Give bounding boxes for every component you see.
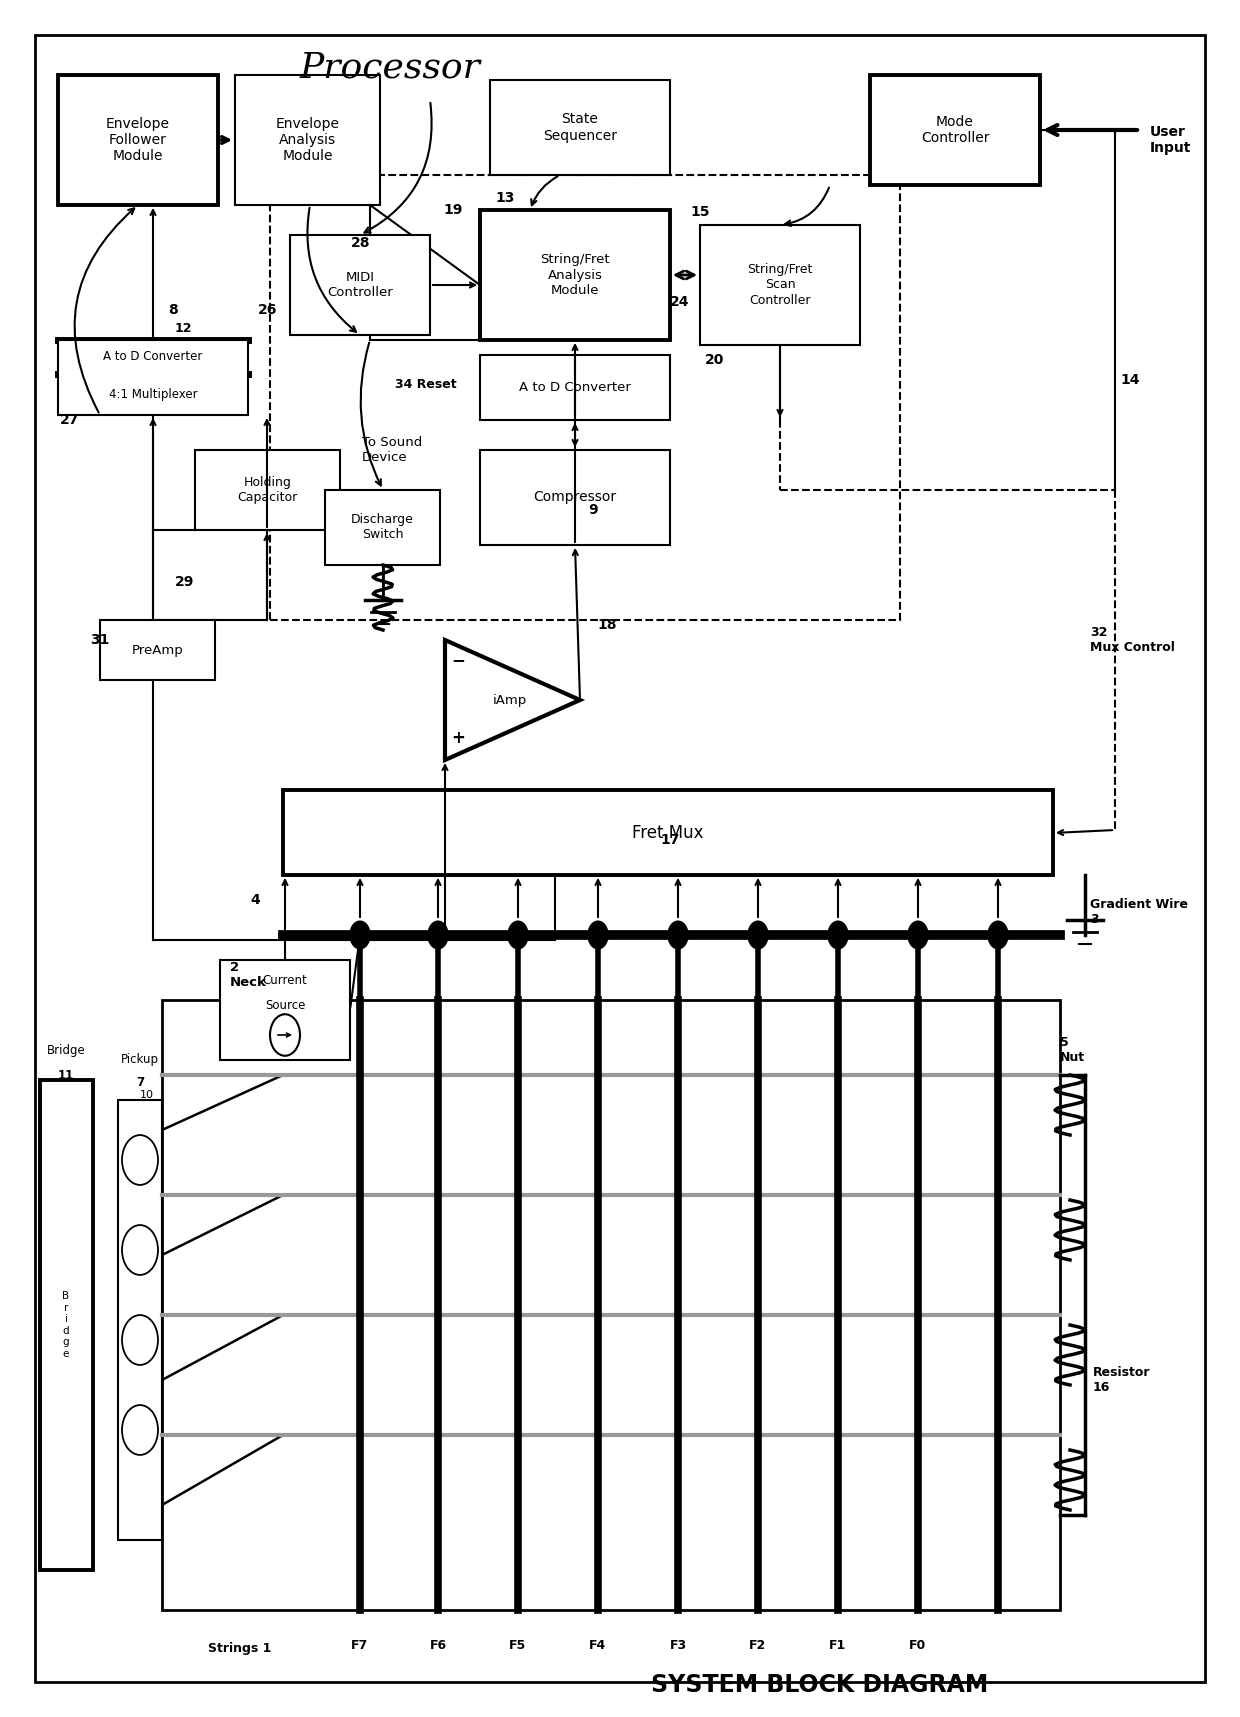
Text: A to D Converter: A to D Converter bbox=[520, 381, 631, 393]
Text: Holding
Capacitor: Holding Capacitor bbox=[237, 476, 298, 505]
Text: State
Sequencer: State Sequencer bbox=[543, 112, 618, 143]
Text: Discharge
Switch: Discharge Switch bbox=[351, 513, 414, 541]
Text: 27: 27 bbox=[60, 414, 79, 428]
Text: Current: Current bbox=[263, 974, 308, 987]
Bar bbox=[480, 355, 670, 421]
Bar bbox=[40, 1080, 93, 1569]
Bar bbox=[58, 340, 248, 416]
Text: Processor: Processor bbox=[300, 52, 480, 86]
Text: 13: 13 bbox=[495, 191, 515, 204]
Text: 5
Nut: 5 Nut bbox=[1060, 1035, 1085, 1065]
Bar bbox=[490, 81, 670, 175]
Text: User
Input: User Input bbox=[1149, 125, 1192, 155]
Bar bbox=[219, 960, 350, 1059]
Bar bbox=[290, 235, 430, 335]
Text: F4: F4 bbox=[589, 1638, 606, 1652]
Bar bbox=[195, 450, 340, 531]
Text: 20: 20 bbox=[706, 354, 724, 367]
Text: Gradient Wire
3: Gradient Wire 3 bbox=[1090, 898, 1188, 925]
Circle shape bbox=[748, 920, 768, 950]
Circle shape bbox=[428, 920, 448, 950]
Text: F0: F0 bbox=[909, 1638, 926, 1652]
Text: Envelope
Follower
Module: Envelope Follower Module bbox=[105, 117, 170, 163]
Text: 2
Neck: 2 Neck bbox=[229, 962, 267, 989]
Text: +: + bbox=[451, 730, 465, 747]
Text: 24: 24 bbox=[671, 295, 689, 309]
Bar bbox=[162, 999, 1060, 1611]
Text: 10: 10 bbox=[140, 1090, 154, 1101]
Circle shape bbox=[588, 920, 608, 950]
Text: 8: 8 bbox=[167, 302, 177, 318]
Circle shape bbox=[908, 920, 928, 950]
Text: 4:1 Multiplexer: 4:1 Multiplexer bbox=[109, 388, 197, 400]
Text: 18: 18 bbox=[596, 618, 616, 632]
Text: Resistor
16: Resistor 16 bbox=[1092, 1367, 1151, 1394]
Bar bbox=[118, 1101, 162, 1540]
Circle shape bbox=[988, 920, 1008, 950]
Bar bbox=[100, 620, 215, 680]
Text: MIDI
Controller: MIDI Controller bbox=[327, 271, 393, 299]
Circle shape bbox=[668, 920, 688, 950]
Text: Pickup: Pickup bbox=[122, 1054, 159, 1066]
Text: Strings 1: Strings 1 bbox=[208, 1641, 272, 1655]
Bar bbox=[480, 450, 670, 544]
Text: 14: 14 bbox=[1120, 373, 1140, 386]
Text: 11: 11 bbox=[58, 1068, 74, 1082]
Text: Bridge: Bridge bbox=[47, 1044, 86, 1056]
Text: 28: 28 bbox=[351, 235, 370, 251]
Bar bbox=[270, 175, 900, 620]
Text: iAmp: iAmp bbox=[492, 694, 527, 706]
Circle shape bbox=[828, 920, 848, 950]
Circle shape bbox=[350, 920, 370, 950]
Text: B
r
i
d
g
e: B r i d g e bbox=[62, 1291, 69, 1358]
Text: A to D Converter: A to D Converter bbox=[103, 350, 202, 364]
Text: F1: F1 bbox=[830, 1638, 847, 1652]
Text: To Sound
Device: To Sound Device bbox=[362, 436, 423, 464]
Bar bbox=[236, 76, 379, 204]
Text: Envelope
Analysis
Module: Envelope Analysis Module bbox=[275, 117, 340, 163]
Bar bbox=[325, 489, 440, 565]
Text: Source: Source bbox=[265, 999, 305, 1011]
Text: −: − bbox=[451, 651, 465, 670]
Text: String/Fret
Analysis
Module: String/Fret Analysis Module bbox=[541, 254, 610, 297]
Bar bbox=[58, 76, 218, 204]
Text: String/Fret
Scan
Controller: String/Fret Scan Controller bbox=[748, 263, 812, 307]
Bar bbox=[870, 76, 1040, 185]
Text: 4: 4 bbox=[250, 893, 260, 907]
Text: 26: 26 bbox=[258, 302, 278, 318]
Circle shape bbox=[508, 920, 528, 950]
Text: 29: 29 bbox=[175, 575, 195, 589]
Bar bbox=[480, 209, 670, 340]
Text: Fret Mux: Fret Mux bbox=[632, 824, 704, 841]
Text: F6: F6 bbox=[429, 1638, 446, 1652]
Bar bbox=[701, 225, 861, 345]
Text: F7: F7 bbox=[351, 1638, 368, 1652]
Text: 17: 17 bbox=[660, 833, 680, 846]
Text: 31: 31 bbox=[91, 634, 109, 647]
Text: 19: 19 bbox=[443, 203, 463, 216]
Text: F5: F5 bbox=[510, 1638, 527, 1652]
Text: 7: 7 bbox=[136, 1075, 144, 1089]
Text: F2: F2 bbox=[749, 1638, 766, 1652]
Text: 32
Mux Control: 32 Mux Control bbox=[1090, 627, 1174, 654]
Text: 12: 12 bbox=[175, 321, 192, 335]
Text: Mode
Controller: Mode Controller bbox=[921, 115, 990, 146]
Text: 34 Reset: 34 Reset bbox=[396, 378, 456, 391]
Bar bbox=[283, 790, 1053, 876]
Text: F3: F3 bbox=[670, 1638, 687, 1652]
Text: Compressor: Compressor bbox=[533, 491, 616, 505]
Text: 9: 9 bbox=[588, 503, 598, 517]
Text: 15: 15 bbox=[689, 204, 709, 220]
Text: SYSTEM BLOCK DIAGRAM: SYSTEM BLOCK DIAGRAM bbox=[651, 1672, 988, 1696]
Text: PreAmp: PreAmp bbox=[131, 644, 184, 656]
